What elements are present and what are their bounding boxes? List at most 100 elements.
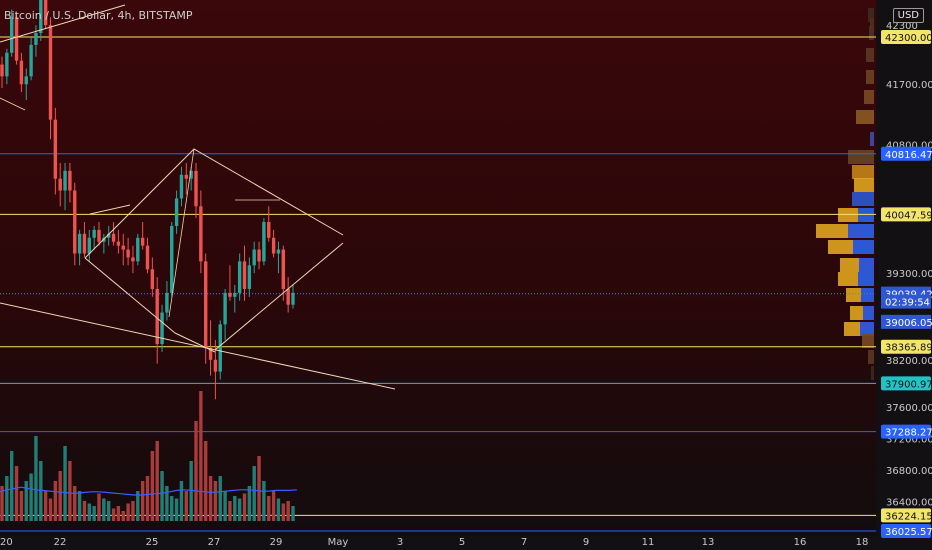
trend-drawing[interactable] [84, 257, 176, 334]
candle-body[interactable] [160, 312, 164, 345]
candle-body[interactable] [63, 170, 67, 191]
candle-body[interactable] [170, 225, 174, 293]
level-price-label: 36025.57 [885, 527, 932, 538]
candle-body[interactable] [136, 237, 140, 262]
candle-body[interactable] [291, 292, 295, 305]
volume-bar [5, 476, 9, 521]
candle-body[interactable] [223, 292, 227, 325]
volume-bar [92, 506, 96, 521]
candle-body[interactable] [82, 233, 87, 254]
candle-body[interactable] [92, 229, 96, 238]
candle-body[interactable] [247, 265, 252, 289]
candle-body[interactable] [150, 269, 155, 289]
candle-body[interactable] [218, 324, 222, 372]
y-axis-tick-label: 37200.00 [886, 435, 932, 446]
volume-bar [68, 461, 72, 521]
candle-body[interactable] [184, 174, 188, 179]
candle-body[interactable] [43, 0, 48, 26]
candle-body[interactable] [77, 233, 82, 254]
volume-bar [87, 503, 91, 521]
candle-body[interactable] [48, 25, 53, 120]
candle-body[interactable] [10, 17, 14, 53]
candle-body[interactable] [233, 292, 237, 297]
symbol-title[interactable]: Bitcoin / U.S. Dollar, 4h, BITSTAMP [4, 9, 193, 22]
volume-profile-bar-alt [853, 240, 874, 254]
volume-bar [82, 501, 87, 521]
candle-body[interactable] [242, 261, 247, 289]
x-axis-tick-label: 9 [583, 537, 589, 548]
candle-body[interactable] [262, 222, 266, 262]
volume-profile-bar [856, 110, 874, 124]
candle-body[interactable] [189, 170, 193, 179]
level-price-label: 37900.97 [885, 379, 932, 390]
candle-body[interactable] [199, 206, 203, 262]
volume-profile-bar-alt [858, 272, 874, 286]
candle-body[interactable] [24, 76, 28, 85]
candle-body[interactable] [145, 245, 150, 270]
candle-body[interactable] [204, 261, 208, 348]
volume-bar [218, 476, 222, 521]
candle-body[interactable] [276, 249, 281, 254]
candle-body[interactable] [87, 237, 91, 254]
volume-bar [252, 466, 256, 521]
candle-body[interactable] [140, 237, 145, 246]
candle-body[interactable] [267, 222, 271, 238]
candle-body[interactable] [39, 0, 43, 34]
candle-body[interactable] [58, 178, 62, 191]
volume-bar [155, 441, 159, 521]
trend-drawing[interactable] [214, 242, 344, 351]
trend-drawing[interactable] [0, 4, 126, 43]
candle-body[interactable] [19, 60, 24, 85]
level-price-label: 38365.89 [885, 343, 932, 354]
volume-bar [242, 493, 247, 521]
volume-bar [247, 486, 252, 521]
trend-drawing[interactable] [0, 302, 396, 390]
candle-body[interactable] [179, 174, 184, 199]
candle-body[interactable] [97, 229, 101, 242]
candle-body[interactable] [131, 257, 135, 262]
volume-bar [145, 476, 150, 521]
candle-body[interactable] [237, 261, 242, 293]
trend-drawing[interactable] [174, 332, 216, 353]
candle-body[interactable] [29, 44, 33, 77]
candle-body[interactable] [73, 190, 77, 254]
candle-body[interactable] [14, 17, 19, 61]
candle-body[interactable] [213, 359, 218, 372]
candle-body[interactable] [228, 292, 232, 297]
volume-moving-average [0, 486, 298, 496]
candle-body[interactable] [126, 249, 130, 258]
trend-drawing[interactable] [0, 97, 26, 111]
candle-body[interactable] [155, 288, 159, 345]
candle-body[interactable] [281, 249, 285, 289]
candle-body[interactable] [111, 233, 116, 242]
candle-body[interactable] [257, 249, 261, 262]
candle-body[interactable] [68, 170, 72, 191]
candle-body[interactable] [165, 292, 169, 313]
candle-body[interactable] [174, 198, 179, 226]
candle-body[interactable] [5, 52, 9, 77]
volume-profile-bar-alt [861, 288, 874, 302]
trend-drawing[interactable] [89, 204, 131, 215]
volume-bar [160, 471, 164, 521]
volume-bar [24, 481, 28, 521]
candle-body[interactable] [286, 288, 290, 305]
candle-body[interactable] [116, 241, 121, 246]
trend-drawing[interactable] [168, 148, 195, 318]
candle-body[interactable] [34, 33, 38, 45]
candle-body[interactable] [252, 249, 256, 266]
candle-body[interactable] [194, 170, 198, 207]
currency-button[interactable]: USD [892, 8, 924, 23]
candle-body[interactable] [271, 237, 276, 254]
candle-body[interactable] [107, 233, 111, 238]
candle-body[interactable] [208, 347, 213, 360]
candle-body[interactable] [121, 245, 125, 250]
candle-body[interactable] [0, 64, 4, 77]
volume-bar [208, 476, 213, 521]
last-price-label-bg [881, 314, 931, 329]
level-price-label: 42300.00 [885, 33, 932, 44]
candle-body[interactable] [53, 119, 58, 179]
volume-bar [136, 491, 140, 521]
level-price-label-bg [881, 376, 931, 391]
